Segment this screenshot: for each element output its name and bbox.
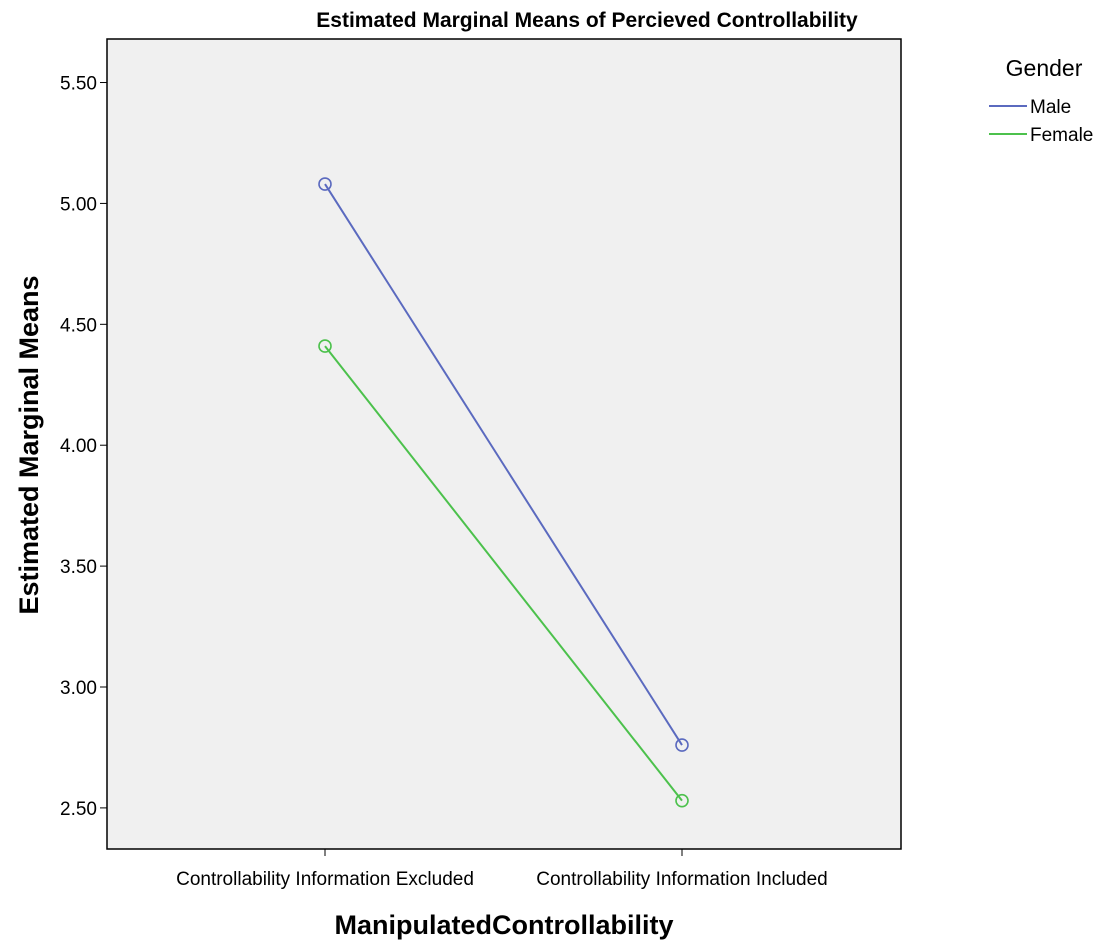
series-female	[318, 339, 689, 808]
plot-area	[106, 38, 902, 850]
x-axis-ticks: Controllability Information Excluded Cont…	[176, 849, 828, 890]
y-axis-ticks: 2.50 3.00 3.50 4.00 4.50 5.00 5.50	[60, 74, 107, 820]
legend-label: Male	[1030, 97, 1071, 118]
chart-title: Estimated Marginal Means of Percieved Co…	[316, 9, 858, 32]
y-tick-label: 5.00	[60, 194, 97, 215]
data-point	[318, 339, 332, 353]
y-tick-label: 3.50	[60, 557, 97, 578]
x-tick-label: Controllability Information Excluded	[176, 869, 474, 890]
y-axis-title: Estimated Marginal Means	[14, 275, 44, 614]
series-line	[324, 345, 683, 802]
y-tick-label: 4.00	[60, 436, 97, 457]
data-point	[675, 738, 689, 752]
legend-title: Gender	[1006, 55, 1083, 81]
legend-item: Female	[989, 125, 1093, 146]
legend-label: Female	[1030, 125, 1093, 146]
series-line	[324, 183, 683, 746]
y-tick-label: 5.50	[60, 74, 97, 95]
y-tick-label: 2.50	[60, 799, 97, 820]
legend: Gender Male Female	[989, 55, 1093, 146]
series-male	[318, 177, 689, 752]
data-point	[675, 793, 689, 808]
legend-item: Male	[989, 97, 1071, 118]
y-tick-label: 3.00	[60, 678, 97, 699]
data-point	[318, 177, 332, 191]
series-layer	[318, 177, 689, 808]
y-tick-label: 4.50	[60, 315, 97, 336]
x-axis-title: ManipulatedControllability	[334, 910, 673, 940]
x-tick-label: Controllability Information Included	[536, 869, 828, 890]
